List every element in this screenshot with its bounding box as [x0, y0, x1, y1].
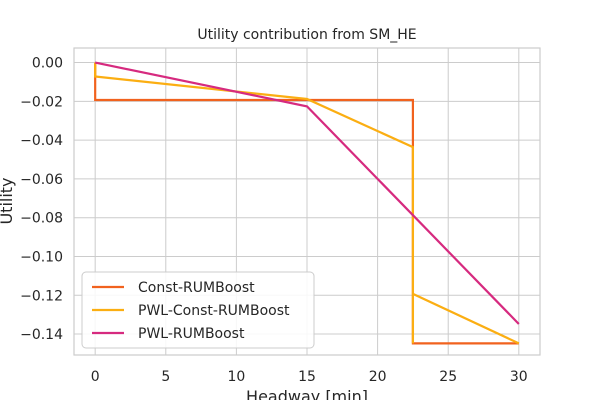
series-line-pwl-const-rumboost [94, 62, 520, 345]
y-tick-label-0: 0.00 [32, 56, 63, 72]
legend: Const-RUMBoost PWL-Const-RUMBoost PWL-RU… [81, 271, 315, 349]
x-tick-label-30: 30 [510, 369, 528, 385]
x-tick-label-15: 15 [298, 369, 316, 385]
plot-frame [73, 47, 541, 356]
series-layer [94, 61, 520, 345]
y-tick-label-6: −0.12 [20, 288, 63, 304]
legend-label-const-rumboost: Const-RUMBoost [138, 280, 255, 296]
x-tick-label-25: 25 [439, 369, 457, 385]
y-tick-label-7: −0.14 [20, 327, 63, 343]
legend-label-pwl-const-rumboost: PWL-Const-RUMBoost [138, 303, 290, 319]
y-axis-label: Utility [0, 177, 16, 224]
chart-title: Utility contribution from SM_HE [197, 27, 416, 43]
y-tick-label-5: −0.10 [20, 249, 63, 265]
y-tick-label-3: −0.06 [20, 172, 63, 188]
x-tick-label-5: 5 [161, 369, 170, 385]
legend-box [81, 271, 315, 349]
x-tick-label-20: 20 [369, 369, 387, 385]
y-tick-label-2: −0.04 [20, 133, 63, 149]
series-line-const-rumboost [94, 62, 519, 345]
series-line-pwl-rumboost [94, 61, 520, 325]
y-tick-labels: 0.00 −0.02 −0.04 −0.06 −0.08 −0.10 −0.12 −0.14 [20, 56, 63, 344]
x-tick-label-10: 10 [227, 369, 245, 385]
y-tick-label-1: −0.02 [20, 94, 63, 110]
x-tick-label-0: 0 [91, 369, 100, 385]
x-tick-labels: 0 5 10 15 20 25 30 [91, 369, 528, 385]
legend-label-pwl-rumboost: PWL-RUMBoost [138, 326, 245, 342]
x-axis-label: Headway [min] [246, 387, 368, 400]
y-tick-label-4: −0.08 [20, 211, 63, 227]
